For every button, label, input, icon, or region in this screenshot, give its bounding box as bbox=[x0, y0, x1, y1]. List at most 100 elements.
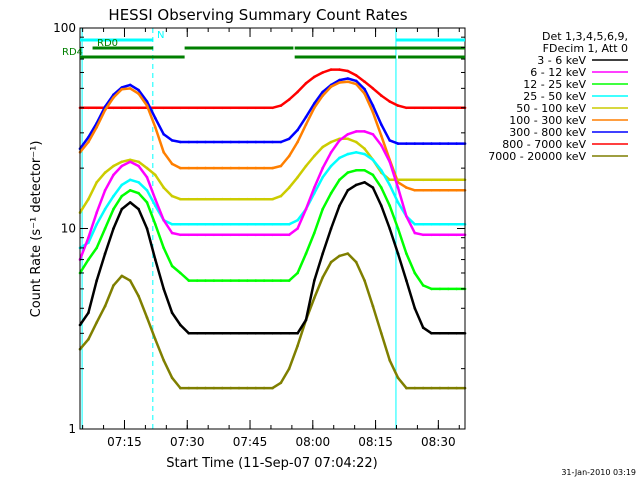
data-point bbox=[170, 231, 174, 235]
data-point bbox=[237, 106, 241, 110]
series-line-50-100-keV bbox=[78, 137, 465, 214]
data-point bbox=[254, 332, 258, 335]
x-axis-label: Start Time (11-Sep-07 07:04:22) bbox=[166, 456, 377, 471]
data-point bbox=[430, 386, 433, 390]
data-point bbox=[229, 166, 232, 170]
data-point bbox=[212, 106, 216, 110]
data-point bbox=[438, 189, 442, 192]
data-point bbox=[287, 223, 291, 226]
data-point bbox=[212, 332, 216, 335]
data-point bbox=[103, 252, 107, 255]
data-point bbox=[137, 106, 140, 110]
data-point bbox=[246, 386, 249, 390]
data-point bbox=[162, 218, 165, 222]
data-point bbox=[371, 133, 375, 136]
data-point bbox=[137, 164, 140, 168]
data-point bbox=[87, 338, 90, 341]
data-point bbox=[137, 92, 140, 95]
data-point bbox=[103, 227, 107, 230]
data-point bbox=[120, 160, 124, 164]
data-point bbox=[204, 197, 207, 201]
data-point bbox=[103, 207, 107, 211]
data-point bbox=[262, 279, 266, 282]
data-point bbox=[145, 201, 149, 204]
data-point bbox=[421, 326, 425, 330]
data-point bbox=[363, 152, 366, 156]
y-tick-label: 1 bbox=[68, 422, 76, 436]
data-point bbox=[296, 218, 299, 222]
data-point bbox=[112, 106, 115, 110]
data-point bbox=[262, 166, 266, 170]
data-point bbox=[321, 276, 325, 279]
data-point bbox=[313, 102, 316, 105]
series-line-6-12-keV bbox=[78, 130, 465, 261]
data-point bbox=[338, 204, 341, 207]
data-point bbox=[371, 111, 375, 114]
data-point bbox=[87, 311, 90, 315]
data-point bbox=[103, 171, 107, 174]
data-point bbox=[363, 92, 366, 95]
data-point bbox=[388, 178, 392, 182]
flag-label-rd0: RD0 bbox=[97, 38, 118, 49]
data-point bbox=[145, 189, 149, 192]
data-point bbox=[329, 164, 333, 168]
data-point bbox=[338, 139, 341, 142]
data-point bbox=[128, 106, 132, 110]
data-point bbox=[221, 233, 224, 237]
data-point bbox=[455, 106, 458, 110]
data-point bbox=[313, 75, 316, 79]
data-point bbox=[430, 142, 433, 145]
data-point bbox=[229, 197, 232, 201]
data-point bbox=[271, 279, 274, 282]
data-point bbox=[237, 223, 241, 226]
data-point bbox=[204, 332, 207, 335]
data-point bbox=[262, 106, 266, 110]
data-point bbox=[421, 386, 425, 390]
data-point bbox=[271, 197, 274, 201]
data-point bbox=[162, 246, 165, 250]
data-point bbox=[287, 332, 291, 335]
data-point bbox=[212, 386, 216, 390]
data-point bbox=[179, 166, 182, 170]
data-point bbox=[262, 223, 266, 226]
x-tick-label: 08:15 bbox=[358, 435, 393, 449]
data-point bbox=[380, 204, 383, 207]
data-point bbox=[363, 80, 366, 83]
data-point bbox=[413, 223, 417, 226]
x-tick-label: 07:30 bbox=[170, 435, 205, 449]
data-point bbox=[329, 191, 333, 195]
data-point bbox=[430, 332, 433, 335]
data-point bbox=[396, 252, 400, 255]
data-point bbox=[170, 106, 174, 110]
x-axis: 07:15 07:30 07:45 08:00 08:15 08:30 bbox=[82, 28, 460, 449]
data-point bbox=[287, 186, 291, 189]
data-point bbox=[279, 233, 283, 237]
data-point bbox=[413, 106, 417, 110]
data-point bbox=[179, 106, 182, 110]
data-point bbox=[271, 386, 274, 390]
series-line-100-300-keV bbox=[79, 80, 465, 192]
data-point bbox=[162, 287, 165, 291]
data-point bbox=[179, 271, 182, 275]
data-point bbox=[95, 181, 98, 184]
data-point bbox=[145, 316, 149, 319]
data-point bbox=[388, 204, 392, 207]
data-point bbox=[279, 381, 283, 385]
data-point bbox=[212, 166, 216, 170]
data-point bbox=[321, 71, 325, 74]
data-point bbox=[170, 194, 174, 198]
data-point bbox=[221, 223, 224, 226]
data-point bbox=[87, 197, 90, 201]
data-point bbox=[421, 106, 425, 110]
x-tick-label: 08:00 bbox=[296, 435, 331, 449]
data-point bbox=[304, 123, 308, 126]
data-point bbox=[271, 233, 274, 237]
data-point bbox=[120, 164, 124, 168]
data-point bbox=[195, 106, 199, 110]
data-point bbox=[287, 137, 291, 141]
data-point bbox=[396, 178, 400, 182]
data-point bbox=[137, 294, 140, 298]
data-point bbox=[262, 197, 266, 201]
data-point bbox=[321, 94, 325, 97]
data-point bbox=[354, 151, 358, 154]
